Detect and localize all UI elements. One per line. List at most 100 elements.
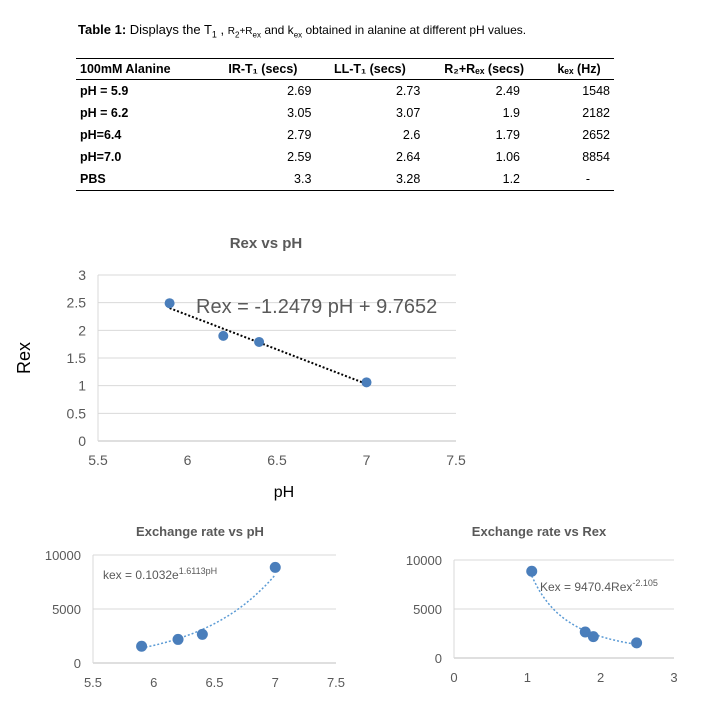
- table-cell: 3.07: [395, 106, 421, 120]
- equation-base: kex = 0.1032e: [103, 568, 179, 582]
- table-cell: 1.9: [502, 106, 521, 120]
- caption-small-a-sub: 2: [235, 30, 240, 40]
- trendline-equation: Rex = -1.2479 pH + 9.7652: [196, 296, 437, 318]
- table-cell: 2.49: [495, 84, 521, 98]
- x-axis-label: pH: [274, 484, 294, 501]
- y-tick-label: 2: [78, 322, 86, 338]
- data-point: [361, 377, 372, 388]
- table-cell: -: [544, 168, 614, 191]
- x-tick-label: 7: [363, 452, 371, 468]
- table-row: pH=6.4 2.79 2.6 1.79 2652: [76, 124, 614, 146]
- caption-small-b-sub: ex: [252, 30, 261, 40]
- x-tick-label: 7.5: [446, 452, 466, 468]
- data-point: [136, 640, 148, 652]
- table-cell: 2652: [582, 128, 610, 142]
- x-tick-label: 6: [184, 452, 192, 468]
- trendline: [169, 307, 367, 385]
- table-cell: 2.64: [395, 150, 421, 164]
- table-header-row: 100mM Alanine IR-T₁ (secs) LL-T₁ (secs) …: [76, 58, 614, 80]
- trendline-equation: Kex = 9470.4Rex-2.105: [540, 578, 658, 594]
- equation-base: Kex = 9470.4Rex: [540, 580, 632, 594]
- table-cell: 3.3: [210, 168, 316, 191]
- table-cell: 1.06: [495, 150, 521, 164]
- data-point: [269, 561, 281, 573]
- table-cell: 8854: [582, 150, 610, 164]
- table-row: PBS 3.3 3.28 1.2 -: [76, 168, 614, 191]
- table-cell: pH = 5.9: [80, 84, 129, 98]
- table-cell: 2.79: [287, 128, 312, 142]
- trendline-equation: kex = 0.1032e1.6113pH: [103, 566, 217, 582]
- table-cell: 2.59: [287, 150, 312, 164]
- caption-text-a: Displays the T: [126, 22, 212, 37]
- equation-exponent: 1.6113pH: [179, 566, 217, 576]
- col-header: 100mM Alanine: [76, 58, 211, 80]
- table-cell: 2182: [582, 106, 610, 120]
- table-row: pH=7.0 2.59 2.64 1.06 8854: [76, 146, 614, 168]
- x-tick-label: 7.5: [327, 675, 345, 690]
- col-header: LL-T₁ (secs): [315, 58, 425, 80]
- table-cell: 1.79: [495, 128, 521, 142]
- caption-text-c-sub: ex: [293, 30, 303, 40]
- x-tick-label: 3: [670, 670, 677, 685]
- y-tick-label: 5000: [413, 602, 442, 617]
- x-tick-label: 0: [450, 670, 457, 685]
- table-row: pH = 5.9 2.69 2.73 2.49 1548: [76, 80, 614, 103]
- col-header: IR-T₁ (secs): [210, 58, 316, 80]
- x-tick-label: 6.5: [267, 452, 287, 468]
- table-cell: 1548: [582, 84, 610, 98]
- y-tick-label: 3: [78, 267, 86, 283]
- col-header: kₑₓ (Hz): [544, 58, 614, 80]
- data-point: [218, 330, 229, 341]
- x-tick-label: 2: [597, 670, 604, 685]
- table-cell: 3.28: [315, 168, 425, 191]
- caption-text-d: obtained in alanine at different pH valu…: [302, 23, 527, 37]
- table-cell: 1.2: [424, 168, 545, 191]
- y-tick-label: 10000: [406, 553, 442, 568]
- caption-text-c: and k: [260, 23, 294, 37]
- x-tick-label: 7: [272, 675, 279, 690]
- x-tick-label: 5.5: [84, 675, 102, 690]
- y-tick-label: 0: [74, 656, 81, 671]
- caption-label: Table 1:: [78, 22, 127, 37]
- data-point: [526, 565, 538, 577]
- y-tick-label: 0: [435, 651, 442, 666]
- results-table: 100mM Alanine IR-T₁ (secs) LL-T₁ (secs) …: [76, 58, 614, 191]
- chart-title: Rex vs pH: [230, 235, 303, 252]
- table-cell: 2.69: [287, 84, 312, 98]
- data-point: [196, 628, 208, 640]
- chart-title: Exchange rate vs Rex: [472, 524, 607, 539]
- y-tick-label: 0.5: [67, 405, 87, 421]
- y-tick-label: 5000: [52, 602, 81, 617]
- table-caption: Table 1: Displays the T1 , R2+Rex and ke…: [78, 22, 526, 40]
- chart-title: Exchange rate vs pH: [136, 524, 264, 539]
- y-axis-label: Rex: [14, 342, 34, 374]
- table-cell: pH=6.4: [80, 128, 122, 142]
- trendline: [141, 574, 276, 649]
- table-cell: 3.05: [287, 106, 312, 120]
- caption-sub-1: 1: [211, 29, 217, 40]
- table-cell: 2.73: [395, 84, 421, 98]
- table-cell: pH = 6.2: [80, 106, 129, 120]
- data-point: [631, 637, 643, 649]
- table-cell: PBS: [76, 168, 211, 191]
- caption-text-b: ,: [216, 22, 228, 37]
- table-cell: 2.6: [402, 128, 421, 142]
- table-row: pH = 6.2 3.05 3.07 1.9 2182: [76, 102, 614, 124]
- data-point: [254, 336, 265, 347]
- data-point: [164, 298, 175, 309]
- equation-exponent: -2.105: [632, 578, 658, 588]
- y-tick-label: 2.5: [67, 295, 87, 311]
- table-cell: pH=7.0: [80, 150, 122, 164]
- exchange-rate-vs-rex-chart: Exchange rate vs Rex 0 5000 10000 0 1 2 3 Kex = …: [406, 524, 678, 685]
- data-point: [587, 631, 599, 643]
- caption-small-a: R: [227, 26, 236, 37]
- exchange-rate-vs-ph-chart: Exchange rate vs pH 0 5000 10000 5.5 6 6.5 7 7.5…: [45, 524, 345, 690]
- x-tick-label: 1: [524, 670, 531, 685]
- x-tick-label: 6.5: [205, 675, 223, 690]
- rex-vs-ph-chart: Rex vs pH 0 0.5 1 1.5 2 2.5 3 5.5 6 6.5 7 7.5 pH Rex Re…: [14, 235, 466, 501]
- data-point: [579, 626, 591, 638]
- col-header: R₂+Rₑₓ (secs): [424, 58, 545, 80]
- caption-small-b: +R: [239, 26, 253, 37]
- y-tick-label: 0: [78, 433, 86, 449]
- data-point: [172, 633, 184, 645]
